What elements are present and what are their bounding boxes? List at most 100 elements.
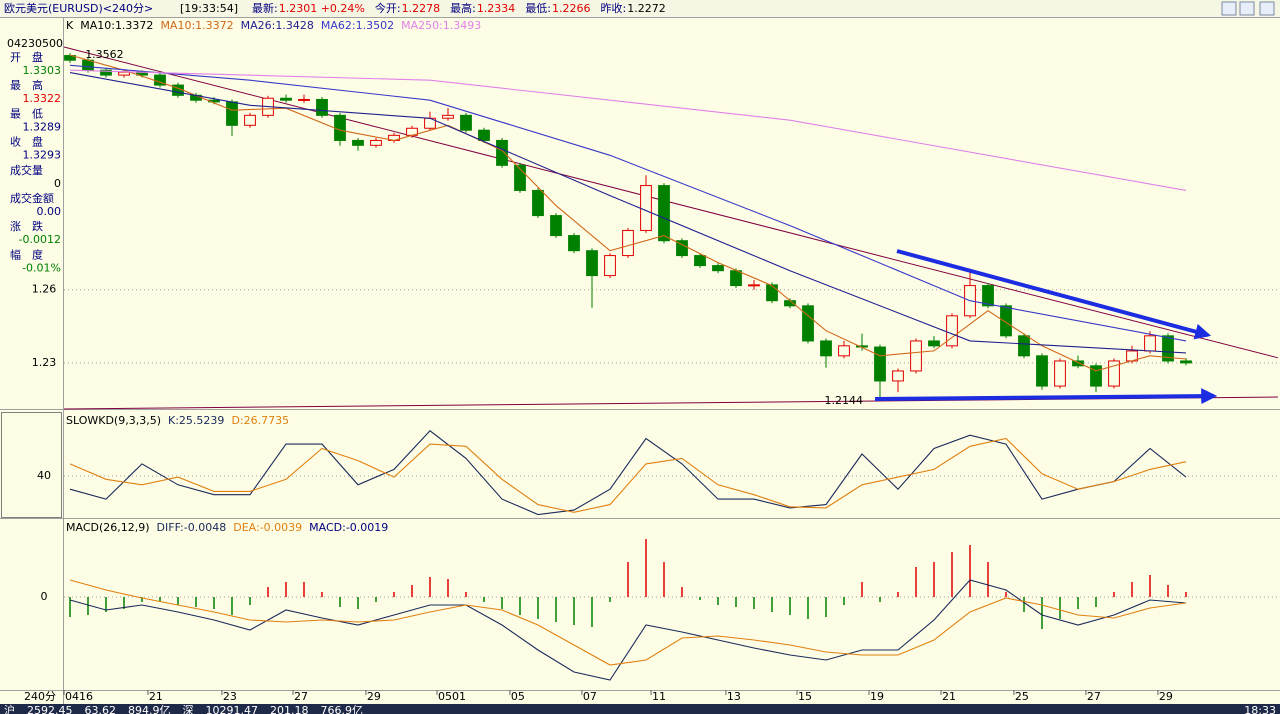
legend-entry: MA62:1.3502 <box>321 19 394 32</box>
status-item: 63.62 <box>85 704 117 714</box>
x-tick-label: 27 <box>294 690 308 703</box>
quote-label: 昨收: <box>601 1 627 15</box>
x-tick-label: 15 <box>798 690 812 703</box>
y-tick-label: 40 <box>37 469 51 482</box>
x-tick-label: 0416 <box>65 690 93 703</box>
candle-body <box>1000 305 1012 337</box>
candle-body <box>352 139 364 146</box>
candle-body <box>298 98 310 101</box>
toolbar-button[interactable] <box>1259 1 1275 16</box>
candle-body <box>730 270 742 287</box>
info-label: 最 高 <box>10 78 43 92</box>
x-tick-label: 0501 <box>438 690 466 703</box>
quote-label: 最高: <box>450 1 476 15</box>
info-label: 收 盘 <box>10 135 43 149</box>
legend-entry: DIFF:-0.0048 <box>157 521 227 534</box>
candle-body <box>676 240 688 257</box>
legend-entry: MA250:1.3493 <box>401 19 481 32</box>
x-tick-label: 21 <box>942 690 956 703</box>
legend-entry: MA26:1.3428 <box>241 19 314 32</box>
candle-body <box>1144 335 1156 352</box>
candle-body <box>496 139 508 166</box>
status-time: 18:33 <box>1244 704 1276 714</box>
status-bar <box>0 704 1280 714</box>
status-item: 766.9亿 <box>321 704 364 714</box>
y-tick-label: 1.26 <box>32 283 57 296</box>
x-tick-label: 21 <box>149 690 163 703</box>
info-label: 成交金额 <box>10 191 54 205</box>
candle-body <box>622 229 634 257</box>
legend-label: SLOWKD(9,3,3,5) <box>66 414 161 427</box>
info-label: 最 低 <box>10 107 43 120</box>
candle-body <box>118 71 130 76</box>
candle-body <box>712 265 724 272</box>
candle-body <box>748 284 760 287</box>
candle-body <box>334 114 346 141</box>
quote-label: 最低: <box>525 2 551 15</box>
status-item: 深 <box>183 704 194 714</box>
candle-body <box>442 114 454 119</box>
quote-label: 最新: <box>252 1 278 15</box>
x-tick-label: 29 <box>1159 690 1173 703</box>
price-label: 1.2144 <box>824 394 863 407</box>
series-line <box>69 430 1187 516</box>
info-label: 开 盘 <box>10 50 43 64</box>
series-line <box>69 437 1187 513</box>
info-value: 1.3322 <box>23 92 62 105</box>
price-label: 1.3562 <box>85 48 124 61</box>
status-item: 沪 <box>4 703 15 714</box>
legend-entry: DEA:-0.0039 <box>233 521 302 534</box>
candle-body <box>226 101 238 126</box>
candle-body <box>658 185 670 242</box>
status-item: 2592.45 <box>27 704 73 714</box>
quote-value: 1.2272 <box>627 2 666 15</box>
period-label: 240分 <box>24 690 56 703</box>
candle-body <box>280 97 292 101</box>
candle-body <box>928 340 940 347</box>
candle-body <box>478 129 490 141</box>
quote-value: 1.2278 <box>402 2 441 15</box>
info-value: -0.0012 <box>19 233 61 246</box>
candle-body <box>946 315 958 347</box>
legend-entry: MACD:-0.0019 <box>309 521 388 534</box>
info-value: 0 <box>54 177 61 190</box>
info-value: 1.3289 <box>23 120 62 133</box>
status-item: 201.18 <box>270 704 309 714</box>
clock: [19:33:54] <box>180 2 238 15</box>
candle-body <box>1180 360 1192 364</box>
info-value: 0.00 <box>37 205 62 218</box>
info-label: 涨 跌 <box>10 219 43 233</box>
candle-body <box>766 284 778 302</box>
status-item: 894.9亿 <box>128 704 171 714</box>
quote-label: 今开: <box>375 1 401 15</box>
x-tick-label: 13 <box>727 690 741 703</box>
x-tick-label: 11 <box>652 690 666 703</box>
legend-label: MACD(26,12,9) <box>66 521 150 534</box>
candle-body <box>838 345 850 357</box>
candle-body <box>514 164 526 191</box>
info-label: 成交量 <box>10 163 43 177</box>
x-tick-label: 25 <box>1015 690 1029 703</box>
quote-value: 1.2334 <box>477 2 516 15</box>
candle-body <box>640 185 652 231</box>
legend-entry: D:26.7735 <box>231 414 289 427</box>
candle-body <box>604 255 616 277</box>
toolbar-button[interactable] <box>1221 1 1237 16</box>
candle-body <box>802 305 814 342</box>
legend-entry: MA10:1.3372 <box>160 19 233 32</box>
candle-body <box>460 114 472 131</box>
series-line <box>69 579 1187 681</box>
window-title: 欧元美元(EURUSD)<240分> <box>4 2 153 15</box>
candle-body <box>874 346 886 382</box>
candle-body <box>1090 365 1102 387</box>
quote-value: 1.2266 <box>552 2 591 15</box>
toolbar-button[interactable] <box>1239 1 1255 16</box>
info-value: 1.3303 <box>23 64 62 77</box>
x-tick-label: 27 <box>1087 690 1101 703</box>
series-line <box>69 579 1187 666</box>
status-item: 10291.47 <box>206 704 259 714</box>
candle-body <box>316 98 328 116</box>
candle-body <box>910 340 922 372</box>
